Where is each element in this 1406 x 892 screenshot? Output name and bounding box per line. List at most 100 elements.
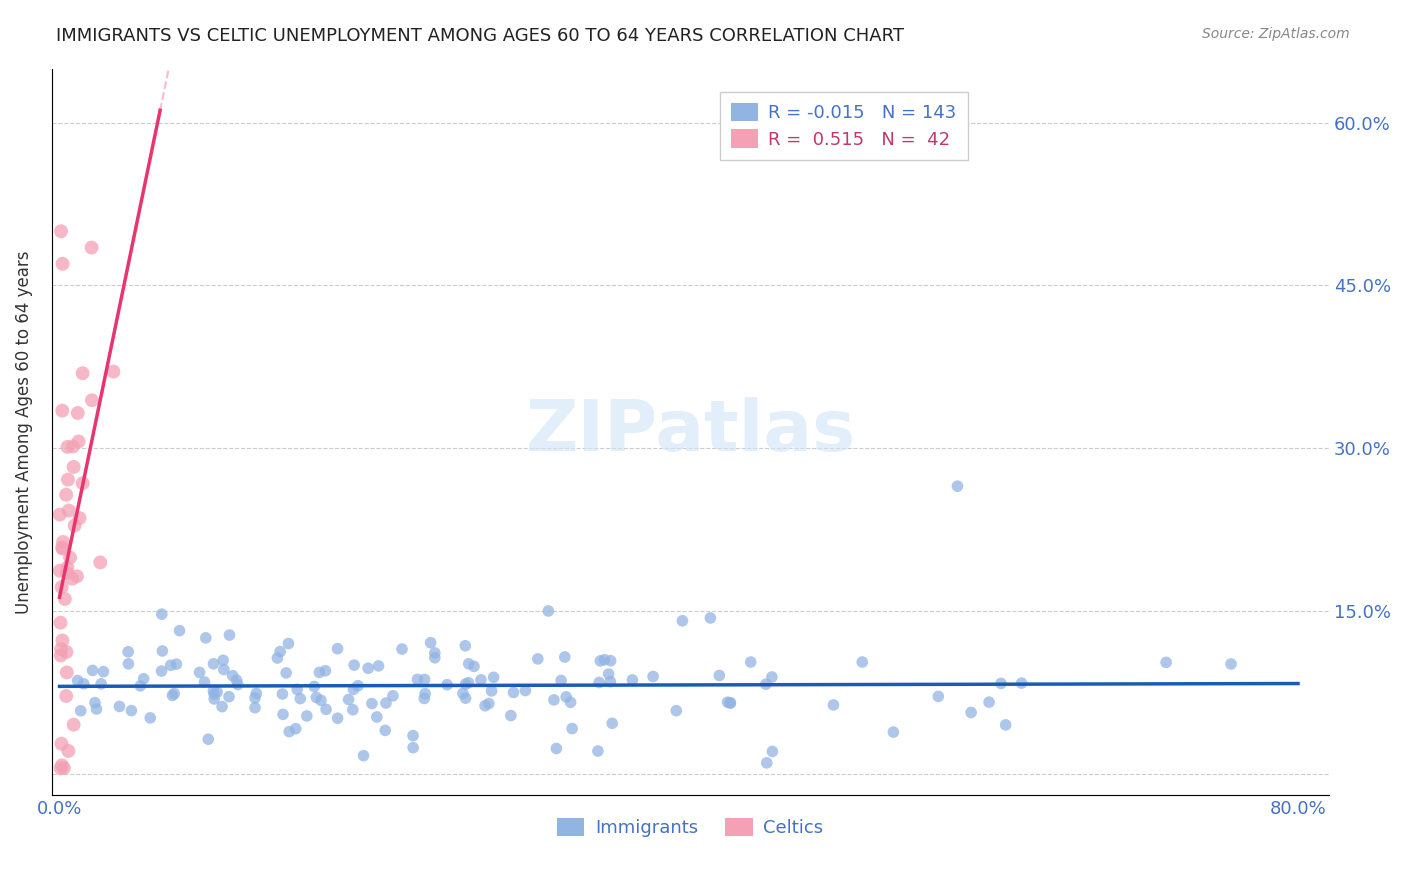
Immigrants [132, 672, 155, 686]
Immigrants [478, 697, 501, 711]
Immigrants [150, 607, 173, 622]
Immigrants [314, 664, 336, 678]
Immigrants [718, 696, 741, 710]
Y-axis label: Unemployment Among Ages 60 to 64 years: Unemployment Among Ages 60 to 64 years [15, 251, 32, 614]
Immigrants [193, 675, 215, 690]
Immigrants [882, 725, 904, 739]
Immigrants [93, 665, 115, 679]
Immigrants [284, 722, 307, 736]
Immigrants [406, 673, 429, 687]
Immigrants [211, 699, 233, 714]
Immigrants [543, 693, 565, 707]
Celtics [49, 642, 72, 657]
Immigrants [188, 665, 211, 680]
Immigrants [202, 683, 225, 698]
Immigrants [588, 675, 610, 690]
Immigrants [709, 668, 731, 682]
Immigrants [381, 689, 404, 703]
Immigrants [451, 686, 474, 700]
Immigrants [436, 678, 458, 692]
Immigrants [716, 695, 738, 709]
Immigrants [276, 665, 298, 680]
Celtics [51, 541, 73, 555]
Immigrants [419, 636, 441, 650]
Celtics [66, 569, 89, 583]
Immigrants [271, 687, 294, 701]
Celtics [51, 633, 73, 648]
Celtics [49, 508, 72, 522]
Immigrants [598, 667, 620, 681]
Celtics [56, 665, 79, 680]
Immigrants [243, 700, 266, 714]
Immigrants [366, 710, 388, 724]
Immigrants [589, 654, 612, 668]
Immigrants [537, 604, 560, 618]
Celtics [80, 240, 103, 254]
Celtics [52, 257, 75, 271]
Immigrants [129, 679, 152, 693]
Celtics [52, 761, 75, 775]
Celtics [56, 473, 79, 487]
Immigrants [454, 677, 477, 691]
Immigrants [290, 691, 312, 706]
Celtics [62, 440, 84, 454]
Immigrants [269, 644, 291, 658]
Immigrants [218, 628, 240, 642]
Immigrants [946, 479, 969, 493]
Immigrants [546, 741, 568, 756]
Immigrants [560, 695, 582, 709]
Immigrants [454, 691, 477, 706]
Immigrants [308, 665, 330, 680]
Immigrants [391, 642, 413, 657]
Immigrants [66, 673, 89, 688]
Immigrants [600, 716, 623, 731]
Immigrants [304, 680, 326, 694]
Immigrants [561, 722, 583, 736]
Immigrants [165, 657, 187, 672]
Celtics [58, 744, 80, 758]
Immigrants [342, 703, 364, 717]
Immigrants [343, 658, 366, 673]
Immigrants [222, 669, 245, 683]
Immigrants [162, 689, 184, 703]
Celtics [55, 488, 77, 502]
Immigrants [470, 673, 492, 687]
Immigrants [499, 708, 522, 723]
Celtics [62, 459, 84, 474]
Immigrants [82, 664, 104, 678]
Celtics [56, 560, 79, 574]
Immigrants [621, 673, 644, 687]
Celtics [51, 758, 73, 772]
Immigrants [755, 677, 778, 691]
Immigrants [554, 650, 576, 665]
Immigrants [994, 718, 1017, 732]
Immigrants [599, 654, 621, 668]
Immigrants [474, 698, 496, 713]
Immigrants [599, 674, 621, 689]
Immigrants [342, 682, 364, 697]
Celtics [51, 737, 73, 751]
Celtics [63, 518, 86, 533]
Immigrants [851, 655, 873, 669]
Immigrants [202, 657, 225, 671]
Immigrants [413, 673, 436, 687]
Immigrants [960, 706, 983, 720]
Immigrants [202, 687, 225, 701]
Immigrants [69, 704, 91, 718]
Immigrants [243, 691, 266, 706]
Immigrants [375, 696, 398, 710]
Immigrants [271, 707, 294, 722]
Celtics [49, 224, 72, 238]
Immigrants [1011, 676, 1033, 690]
Legend: Immigrants, Celtics: Immigrants, Celtics [550, 811, 831, 845]
Immigrants [755, 756, 778, 770]
Celtics [49, 648, 72, 663]
Celtics [69, 511, 91, 525]
Immigrants [139, 711, 162, 725]
Immigrants [163, 687, 186, 701]
Immigrants [979, 695, 1001, 709]
Celtics [80, 393, 103, 408]
Celtics [59, 550, 82, 565]
Immigrants [194, 631, 217, 645]
Immigrants [1154, 656, 1177, 670]
